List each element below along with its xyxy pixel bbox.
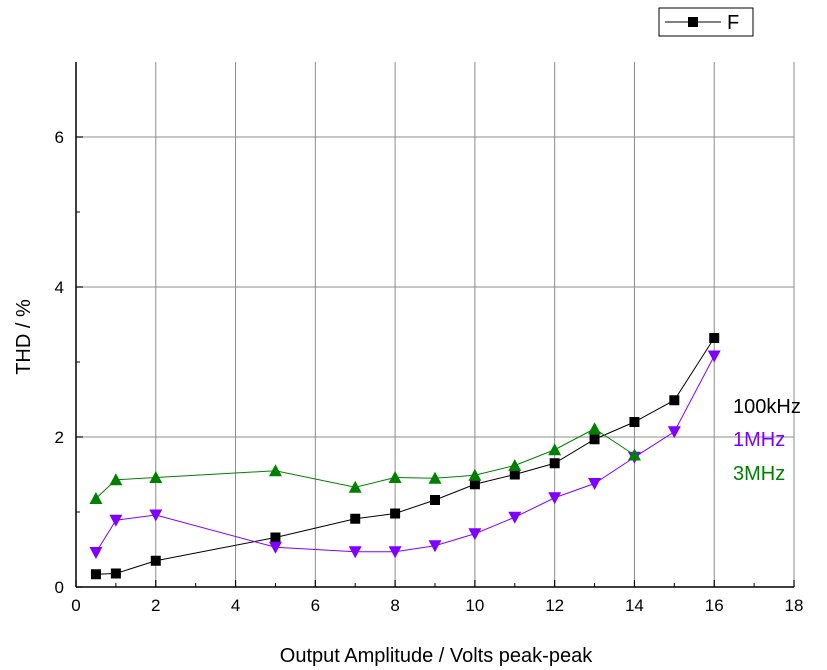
annotation-3mhz: 3MHz	[733, 463, 785, 485]
x-tick-label: 10	[465, 596, 484, 615]
data-point-square	[589, 434, 600, 445]
data-point-triangle-up	[548, 443, 562, 456]
y-tick-label: 0	[55, 578, 64, 597]
data-point-triangle-up	[149, 471, 163, 483]
annotation-1mhz: 1MHz	[733, 429, 785, 451]
x-tick-label: 2	[151, 596, 160, 615]
data-point-square	[270, 532, 281, 543]
data-point-triangle-up	[89, 492, 103, 504]
data-point-triangle-down	[348, 546, 362, 559]
data-point-triangle-up	[109, 473, 123, 486]
annotation-100khz: 100kHz	[733, 396, 801, 418]
y-tick-label: 4	[55, 278, 64, 297]
data-point-square	[110, 568, 121, 579]
x-axis-title: Output Amplitude / Volts peak-peak	[280, 645, 593, 667]
data-point-square	[509, 469, 520, 480]
data-point-triangle-down	[508, 511, 522, 524]
series-line	[95, 428, 635, 499]
series-2	[89, 422, 641, 504]
legend-marker	[688, 17, 698, 27]
data-point-square	[709, 333, 720, 343]
y-tick-label: 6	[55, 128, 64, 147]
data-point-triangle-down	[667, 426, 681, 439]
x-tick-label: 4	[231, 596, 240, 615]
legend-label: F	[727, 12, 739, 34]
data-point-triangle-down	[89, 547, 103, 559]
x-tick-label: 0	[71, 596, 80, 615]
data-point-square	[669, 395, 680, 406]
data-point-triangle-down	[468, 528, 482, 541]
axes	[75, 62, 795, 588]
data-point-triangle-down	[588, 478, 602, 490]
y-axis-title: THD / %	[13, 299, 35, 375]
x-tick-label: 12	[545, 596, 564, 615]
data-point-square	[629, 417, 640, 427]
grid	[76, 62, 795, 587]
data-point-triangle-up	[468, 468, 482, 481]
data-point-triangle-down	[428, 540, 442, 553]
data-point-square	[549, 458, 560, 469]
data-point-square	[390, 508, 401, 519]
series-line	[95, 337, 715, 575]
x-tick-label: 6	[311, 596, 320, 615]
data-point-triangle-down	[548, 492, 562, 505]
data-point-triangle-down	[149, 509, 163, 522]
data-point-square	[90, 569, 101, 580]
x-tick-label: 18	[785, 596, 804, 615]
data-point-triangle-up	[268, 464, 282, 477]
series-line	[95, 355, 715, 553]
y-tick-label: 2	[55, 428, 64, 447]
data-point-triangle-down	[268, 541, 282, 554]
series-0	[90, 333, 720, 580]
tick-labels: 0 2 4 6 8 10 12 14 16 18 0 2 4 6	[55, 128, 804, 615]
x-tick-label: 8	[390, 596, 399, 615]
data-point-square	[469, 479, 480, 490]
data-point-triangle-down	[109, 514, 123, 527]
x-tick-label: 14	[625, 596, 644, 615]
data-point-square	[150, 555, 161, 566]
x-tick-label: 16	[705, 596, 724, 615]
data-point-square	[350, 513, 361, 524]
data-point-triangle-up	[428, 471, 442, 484]
series-1	[89, 350, 721, 559]
series-layer	[89, 333, 721, 580]
data-point-triangle-down	[388, 546, 402, 559]
data-point-triangle-up	[388, 471, 402, 483]
data-point-square	[430, 495, 440, 505]
legend: F	[658, 7, 754, 37]
data-point-triangle-up	[627, 448, 641, 461]
data-point-triangle-up	[508, 459, 522, 471]
data-point-triangle-up	[588, 422, 602, 435]
data-point-triangle-down	[707, 350, 721, 363]
data-point-triangle-up	[348, 480, 362, 493]
